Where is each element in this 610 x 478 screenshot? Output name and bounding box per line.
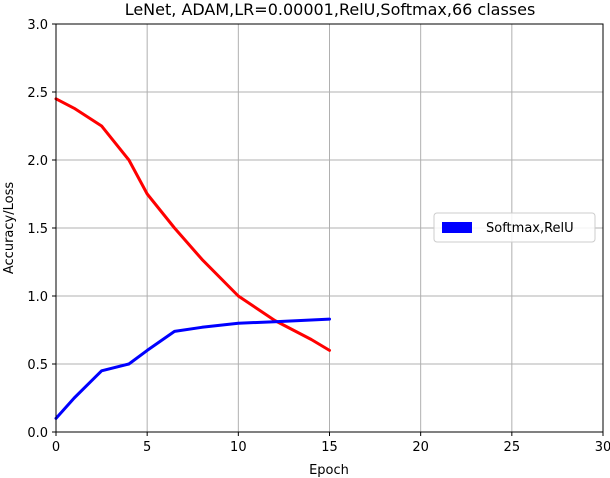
y-tick-label: 2.0 (27, 154, 48, 169)
y-tick-label: 2.5 (27, 86, 48, 101)
x-tick-label: 15 (321, 440, 338, 455)
x-tick-label: 5 (143, 440, 151, 455)
x-tick-label: 0 (52, 440, 60, 455)
y-axis-label: Accuracy/Loss (2, 182, 17, 274)
series-layer (54, 97, 331, 420)
x-axis-label: Epoch (309, 463, 349, 478)
series-line-0 (54, 97, 331, 352)
x-tick-label: 30 (595, 440, 610, 455)
chart-title: LeNet, ADAM,LR=0.00001,RelU,Softmax,66 c… (125, 0, 536, 19)
legend-box (433, 212, 596, 243)
y-tick-label: 1.5 (27, 222, 48, 237)
y-ticks: 0.0 0.5 1.0 1.5 2.0 2.5 3.0 (27, 18, 56, 441)
x-ticks: 0 5 10 15 20 25 30 (52, 432, 610, 455)
y-tick-label: 0.5 (27, 358, 48, 373)
y-tick-label: 0.0 (27, 426, 48, 441)
x-tick-label: 10 (230, 440, 247, 455)
legend: Softmax,RelU (433, 212, 596, 243)
x-tick-label: 25 (504, 440, 521, 455)
y-tick-label: 3.0 (27, 18, 48, 33)
x-tick-label: 20 (412, 440, 429, 455)
y-tick-label: 1.0 (27, 290, 48, 305)
series-line-1 (54, 317, 331, 420)
legend-swatch-softmax-relu (442, 222, 472, 233)
legend-label-softmax-relu: Softmax,RelU (486, 221, 574, 236)
